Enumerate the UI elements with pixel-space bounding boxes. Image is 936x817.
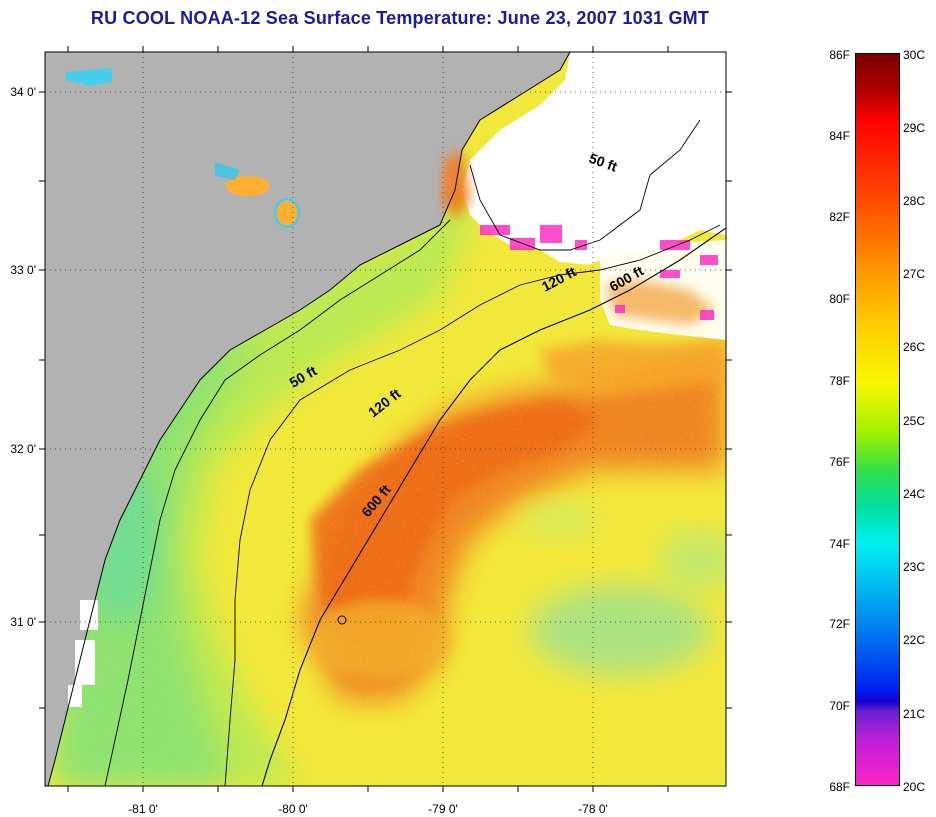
cb-c-20: 20C — [903, 780, 926, 794]
map-frame — [44, 51, 727, 787]
cb-f-70: 70F — [829, 699, 850, 713]
cb-c-26: 26C — [903, 340, 926, 354]
cb-f-76: 76F — [829, 455, 850, 469]
cb-c-28: 28C — [903, 194, 926, 208]
cb-c-27: 27C — [903, 267, 926, 281]
land-coast — [45, 52, 570, 786]
cb-c-24: 24C — [903, 487, 926, 501]
lat-label-33: 33 0' — [10, 263, 36, 277]
cb-c-22: 22C — [903, 633, 926, 647]
cloud-edge-warm — [605, 280, 715, 325]
cb-f-82: 82F — [829, 210, 850, 224]
inland-patches — [66, 68, 300, 228]
station-marker — [337, 615, 347, 625]
contour-50ft — [104, 219, 451, 786]
coastal-cloud-specks — [68, 600, 98, 707]
cb-f-72: 72F — [829, 617, 850, 631]
cb-c-25: 25C — [903, 414, 926, 428]
cb-c-23: 23C — [903, 560, 926, 574]
cb-c-29: 29C — [903, 121, 926, 135]
lon-label-81: -81 0' — [128, 802, 158, 816]
lon-label-78: -78 0' — [578, 802, 608, 816]
contour-50ft-north — [469, 119, 701, 251]
map-field — [45, 52, 726, 786]
contour-120ft — [224, 224, 721, 786]
cb-f-84: 84F — [829, 129, 850, 143]
cb-c-21: 21C — [903, 707, 926, 721]
lon-label-79: -79 0' — [428, 802, 458, 816]
lat-label-34: 34 0' — [10, 85, 36, 99]
cloud-mask — [462, 52, 726, 265]
coastline — [47, 52, 571, 786]
cb-f-80: 80F — [829, 292, 850, 306]
map-title: RU COOL NOAA-12 Sea Surface Temperature:… — [90, 8, 710, 28]
cloud-edge-artifacts — [480, 225, 718, 320]
frame-ticks — [39, 46, 732, 792]
contour-600ft — [261, 227, 726, 786]
lat-label-32: 32 0' — [10, 442, 36, 456]
lon-label-80: -80 0' — [278, 802, 308, 816]
cb-f-68: 68F — [829, 780, 850, 794]
temperature-colorbar — [855, 53, 900, 786]
cb-f-86: 86F — [829, 48, 850, 62]
cb-f-74: 74F — [829, 537, 850, 551]
cb-f-78: 78F — [829, 374, 850, 388]
graticule — [45, 52, 726, 786]
lat-label-31: 31 0' — [10, 615, 36, 629]
cb-c-30: 30C — [903, 48, 926, 62]
